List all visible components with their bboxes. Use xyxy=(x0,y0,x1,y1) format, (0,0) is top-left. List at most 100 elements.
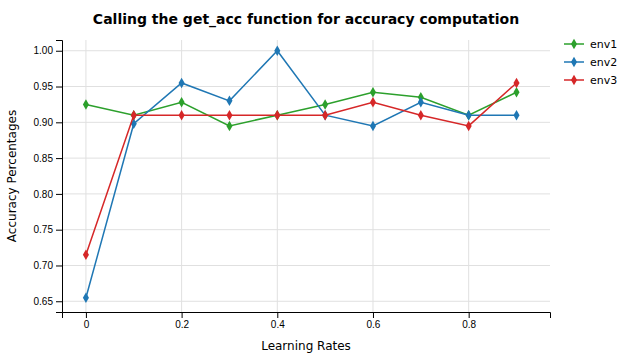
marker xyxy=(466,110,472,121)
marker xyxy=(466,110,472,121)
marker xyxy=(513,78,519,89)
tick: 0.4 xyxy=(271,312,285,330)
axis-line xyxy=(56,41,63,313)
legend: env1 env2 env3 xyxy=(564,38,617,87)
grid-line xyxy=(277,40,278,312)
marker xyxy=(226,110,232,121)
tick-label: 0.90 xyxy=(34,117,54,128)
line xyxy=(86,83,517,255)
grid xyxy=(62,40,550,312)
tick-mark xyxy=(277,312,278,318)
grid-line xyxy=(62,158,550,159)
y-axis-label: Accuracy Percentages xyxy=(5,110,19,242)
marker xyxy=(274,110,280,121)
tick: 0.85 xyxy=(34,153,62,164)
marker xyxy=(322,99,328,110)
tick: 0.65 xyxy=(34,296,62,307)
legend-label: env3 xyxy=(590,74,617,87)
marker xyxy=(274,45,280,56)
marker xyxy=(83,99,89,110)
marker xyxy=(513,87,519,98)
tick-mark xyxy=(56,230,62,231)
marker xyxy=(274,110,280,121)
marker xyxy=(370,97,376,108)
tick-mark xyxy=(373,312,374,318)
legend-label: env1 xyxy=(590,38,617,51)
tick-label: 0.95 xyxy=(34,81,54,92)
tick-label: 0.75 xyxy=(34,224,54,235)
marker xyxy=(83,249,89,260)
tick-label: 0.70 xyxy=(34,260,54,271)
marker xyxy=(466,121,472,132)
tick: 0.90 xyxy=(34,117,62,128)
tick: 0.70 xyxy=(34,260,62,271)
marker xyxy=(226,96,232,107)
marker xyxy=(179,97,185,108)
legend-marker xyxy=(571,57,577,68)
tick-mark xyxy=(56,51,62,52)
tick-mark xyxy=(56,122,62,123)
tick-label: 0.6 xyxy=(367,319,381,330)
tick-mark xyxy=(182,312,183,318)
marker xyxy=(418,110,424,121)
marker xyxy=(322,110,328,121)
tick-mark xyxy=(56,158,62,159)
marker xyxy=(370,87,376,98)
legend-item: env2 xyxy=(564,56,617,69)
marker xyxy=(179,110,185,121)
tick: 0.2 xyxy=(175,312,189,330)
tick-label: 0.85 xyxy=(34,153,54,164)
tick-mark xyxy=(56,265,62,266)
tick: 0.75 xyxy=(34,224,62,235)
y-axis: 0.65 0.70 0.75 0.80 0.85 0.90 0.95 1.00 xyxy=(34,41,63,313)
marker xyxy=(322,110,328,121)
title: Calling the get_acc function for accurac… xyxy=(93,11,519,28)
marker xyxy=(513,110,519,121)
grid-line xyxy=(85,40,86,312)
chart: 0 0.2 0.4 0.6 0.8 0.65 0.70 0.75 0.80 0.85 0.90 0.9… xyxy=(0,0,640,358)
tick-label: 0.2 xyxy=(175,319,189,330)
marker xyxy=(226,121,232,132)
grid-line xyxy=(62,86,550,87)
tick-label: 1.00 xyxy=(34,45,54,56)
tick: 0.95 xyxy=(34,81,62,92)
grid-line xyxy=(62,301,550,302)
tick-label: 0.8 xyxy=(462,319,476,330)
tick: 0 xyxy=(84,312,90,330)
tick-mark xyxy=(469,312,470,318)
plot-area: 0 0.2 0.4 0.6 0.8 0.65 0.70 0.75 0.80 0.85 0.90 0.9… xyxy=(34,40,551,330)
legend-marker xyxy=(571,75,577,86)
grid-line xyxy=(62,50,550,51)
tick-label: 0.65 xyxy=(34,296,54,307)
grid-line xyxy=(62,193,550,194)
x-axis: 0 0.2 0.4 0.6 0.8 xyxy=(63,312,551,330)
legend-label: env2 xyxy=(590,56,617,69)
marker xyxy=(370,121,376,132)
marker xyxy=(131,110,137,121)
marks xyxy=(83,45,520,302)
grid-line xyxy=(62,265,550,266)
grid-line xyxy=(468,40,469,312)
tick: 0.6 xyxy=(367,312,381,330)
tick-label: 0.80 xyxy=(34,189,54,200)
tick-label: 0.4 xyxy=(271,319,285,330)
marker xyxy=(418,97,424,108)
tick-mark xyxy=(56,87,62,88)
legend-item: env3 xyxy=(564,74,617,87)
marker xyxy=(83,292,89,303)
tick: 1.00 xyxy=(34,45,62,56)
x-axis-label: Learning Rates xyxy=(261,339,351,353)
axis-line xyxy=(63,313,551,319)
grid-line xyxy=(372,40,373,312)
marker xyxy=(179,78,185,89)
tick-mark xyxy=(56,194,62,195)
tick-label: 0 xyxy=(84,319,90,330)
tick: 0.80 xyxy=(34,189,62,200)
tick-mark xyxy=(86,312,87,318)
marker xyxy=(131,110,137,121)
grid-line xyxy=(62,229,550,230)
tick: 0.8 xyxy=(462,312,476,330)
legend-item: env1 xyxy=(564,38,617,51)
line xyxy=(86,51,517,298)
legend-marker xyxy=(571,39,577,50)
